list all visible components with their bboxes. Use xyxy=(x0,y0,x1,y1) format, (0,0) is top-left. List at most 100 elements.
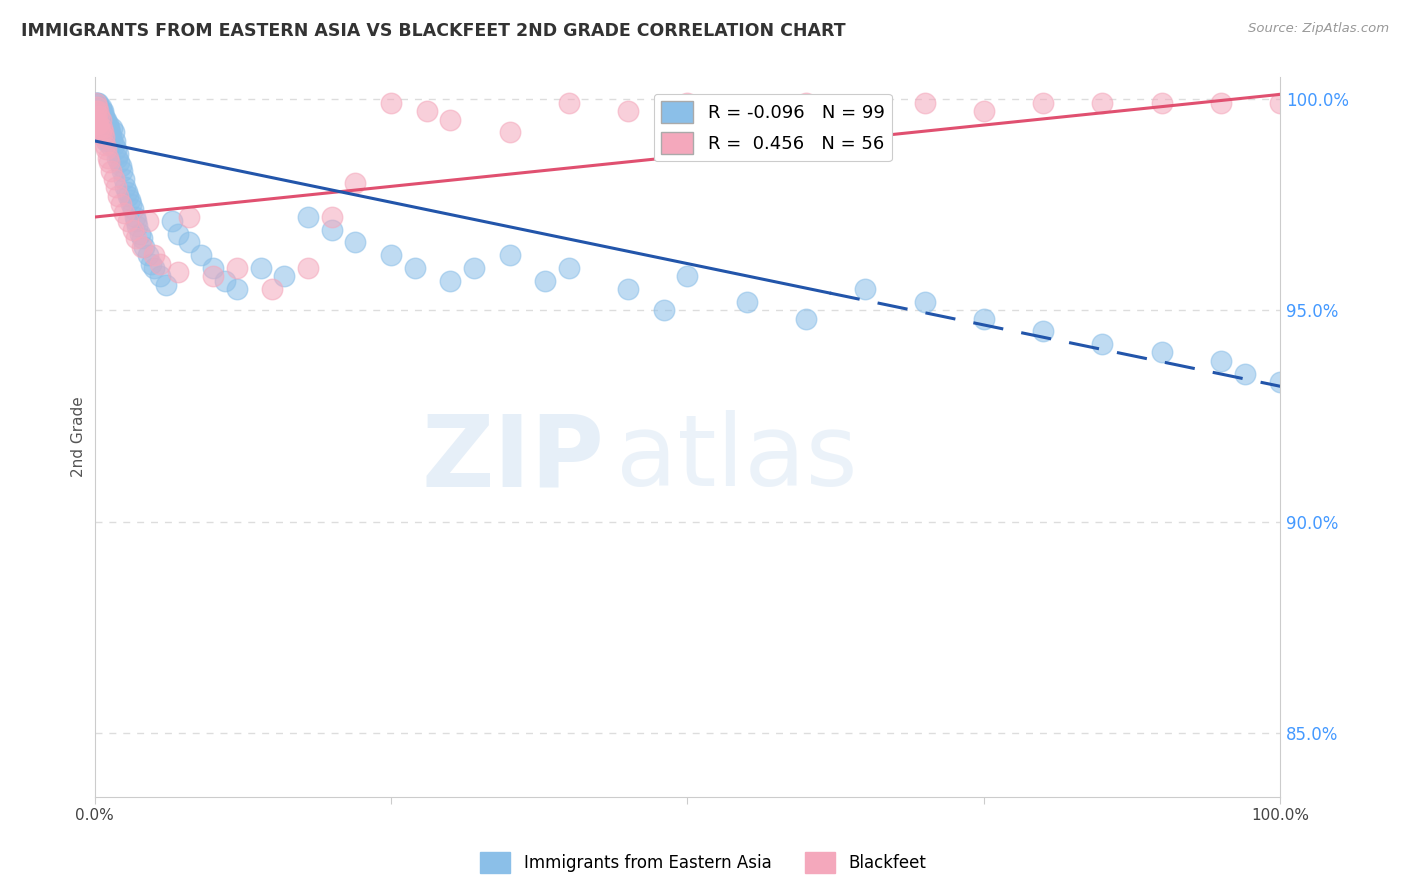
Point xyxy=(273,269,295,284)
Point xyxy=(84,95,107,110)
Point xyxy=(121,202,143,216)
Point xyxy=(136,214,159,228)
Point xyxy=(120,197,142,211)
Point xyxy=(90,104,112,119)
Point xyxy=(89,125,111,139)
Point xyxy=(225,282,247,296)
Point xyxy=(166,227,188,241)
Point xyxy=(735,294,758,309)
Point xyxy=(87,104,110,119)
Point xyxy=(93,121,115,136)
Point xyxy=(115,185,138,199)
Point xyxy=(155,277,177,292)
Point xyxy=(112,206,135,220)
Point xyxy=(103,125,125,139)
Point xyxy=(1270,95,1292,110)
Point xyxy=(973,311,995,326)
Point xyxy=(853,282,876,296)
Point xyxy=(1150,95,1173,110)
Point xyxy=(179,210,201,224)
Point xyxy=(86,104,108,119)
Point xyxy=(160,214,183,228)
Point xyxy=(84,117,107,131)
Point xyxy=(141,257,163,271)
Point xyxy=(214,273,236,287)
Point xyxy=(125,231,148,245)
Point xyxy=(249,260,271,275)
Point xyxy=(97,121,120,136)
Point xyxy=(415,104,437,119)
Point xyxy=(131,240,153,254)
Point xyxy=(91,125,114,139)
Text: atlas: atlas xyxy=(616,410,858,508)
Point xyxy=(86,100,108,114)
Point xyxy=(463,260,485,275)
Point xyxy=(89,109,111,123)
Point xyxy=(84,95,107,110)
Point xyxy=(652,303,675,318)
Point xyxy=(344,176,367,190)
Point xyxy=(96,112,118,127)
Point xyxy=(676,269,699,284)
Point xyxy=(1209,95,1232,110)
Point xyxy=(321,223,343,237)
Point xyxy=(498,125,520,139)
Point xyxy=(534,273,557,287)
Y-axis label: 2nd Grade: 2nd Grade xyxy=(72,397,86,477)
Point xyxy=(90,112,112,127)
Legend: Immigrants from Eastern Asia, Blackfeet: Immigrants from Eastern Asia, Blackfeet xyxy=(474,846,932,880)
Point xyxy=(676,95,699,110)
Point xyxy=(1233,367,1256,381)
Point xyxy=(103,172,125,186)
Point xyxy=(149,269,172,284)
Point xyxy=(1091,95,1114,110)
Point xyxy=(100,163,122,178)
Point xyxy=(735,104,758,119)
Point xyxy=(344,235,367,250)
Point xyxy=(96,134,118,148)
Point xyxy=(1091,337,1114,351)
Point xyxy=(86,112,108,127)
Point xyxy=(89,100,111,114)
Point xyxy=(93,129,115,144)
Point xyxy=(973,104,995,119)
Point xyxy=(558,260,581,275)
Point xyxy=(190,248,212,262)
Point xyxy=(794,311,817,326)
Point xyxy=(404,260,426,275)
Point xyxy=(498,248,520,262)
Point xyxy=(84,104,107,119)
Point xyxy=(89,109,111,123)
Point xyxy=(94,112,117,127)
Point xyxy=(86,112,108,127)
Point xyxy=(90,121,112,136)
Point xyxy=(439,273,461,287)
Point xyxy=(97,129,120,144)
Point xyxy=(86,95,108,110)
Point xyxy=(124,210,146,224)
Point xyxy=(117,214,139,228)
Point xyxy=(89,117,111,131)
Point xyxy=(97,155,120,169)
Point xyxy=(439,112,461,127)
Point xyxy=(97,117,120,131)
Point xyxy=(84,104,107,119)
Point xyxy=(96,125,118,139)
Point xyxy=(202,260,225,275)
Point xyxy=(617,104,640,119)
Point xyxy=(558,95,581,110)
Point xyxy=(125,214,148,228)
Point xyxy=(131,231,153,245)
Point xyxy=(97,134,120,148)
Point xyxy=(136,248,159,262)
Point xyxy=(225,260,247,275)
Point xyxy=(112,172,135,186)
Point xyxy=(134,240,156,254)
Point xyxy=(380,95,402,110)
Point xyxy=(104,134,127,148)
Point xyxy=(142,260,165,275)
Point xyxy=(96,142,118,156)
Point xyxy=(101,134,124,148)
Point xyxy=(1209,354,1232,368)
Point xyxy=(101,121,124,136)
